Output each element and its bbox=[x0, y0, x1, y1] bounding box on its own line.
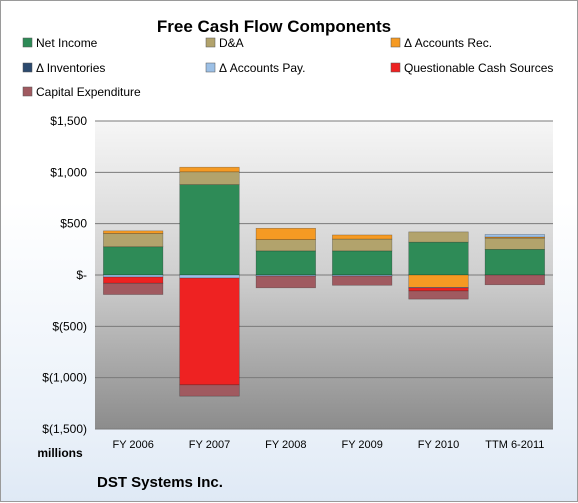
bar-capital-expenditure bbox=[408, 290, 469, 300]
legend-label: Δ Accounts Pay. bbox=[219, 61, 306, 75]
bar-d-a bbox=[255, 239, 316, 252]
y-tick-label: $(1,500) bbox=[42, 422, 87, 436]
legend-swatch bbox=[205, 62, 216, 73]
x-tick-label: FY 2008 bbox=[265, 439, 306, 451]
bar-d-a bbox=[408, 231, 469, 243]
bar-questionable-cash-sources bbox=[408, 287, 469, 292]
y-tick-label: $(500) bbox=[52, 319, 87, 333]
x-axis: FY 2006 FY 2007 FY 2008 FY 2009 FY 2010 TTM 6… bbox=[112, 439, 544, 451]
x-tick-label: FY 2010 bbox=[418, 439, 459, 451]
bar-capital-expenditure bbox=[103, 282, 164, 295]
company-name: DST Systems Inc. bbox=[97, 474, 223, 491]
legend-swatch bbox=[390, 37, 401, 48]
bar-d-a bbox=[179, 171, 240, 185]
bar-capital-expenditure bbox=[484, 274, 545, 286]
y-tick-label: $- bbox=[76, 268, 87, 282]
bar-net-income bbox=[103, 246, 164, 276]
legend-swatch bbox=[22, 37, 33, 48]
y-tick-label: $1,500 bbox=[50, 114, 87, 128]
bar-accounts-rec bbox=[332, 234, 393, 240]
x-tick-label: FY 2009 bbox=[341, 439, 382, 451]
bar-net-income bbox=[179, 184, 240, 276]
unit-label: millions bbox=[37, 446, 83, 460]
chart-title: Free Cash Flow Components bbox=[157, 17, 391, 36]
bar-d-a bbox=[332, 238, 393, 252]
bar-d-a bbox=[484, 237, 545, 250]
y-tick-label: $1,000 bbox=[50, 165, 87, 179]
bar-capital-expenditure bbox=[332, 275, 393, 286]
bar-capital-expenditure bbox=[179, 384, 240, 397]
legend: Net Income D&A Δ Accounts Rec. Δ Inventorie… bbox=[22, 36, 553, 99]
legend-label: Net Income bbox=[36, 36, 98, 50]
bar-accounts-pay bbox=[103, 274, 164, 278]
legend-swatch bbox=[390, 62, 401, 73]
bars bbox=[103, 166, 545, 397]
legend-label: Δ Inventories bbox=[36, 61, 105, 75]
y-axis: $1,500 $1,000 $500 $- $(500) $(1,000) $(1,500) bbox=[42, 114, 87, 436]
bar-accounts-rec bbox=[103, 230, 164, 234]
legend-swatch bbox=[22, 86, 33, 97]
bar-net-income bbox=[484, 249, 545, 276]
bar-net-income bbox=[408, 241, 469, 276]
y-tick-label: $(1,000) bbox=[42, 371, 87, 385]
bar-accounts-rec bbox=[408, 274, 469, 288]
bar-net-income bbox=[332, 250, 393, 276]
legend-label: Questionable Cash Sources bbox=[404, 61, 553, 75]
x-tick-label: FY 2006 bbox=[112, 439, 153, 451]
bar-capital-expenditure bbox=[255, 275, 316, 289]
bar-d-a bbox=[103, 233, 164, 248]
bar-questionable-cash-sources bbox=[179, 277, 240, 386]
bar-accounts-rec bbox=[179, 166, 240, 173]
bar-accounts-rec bbox=[255, 227, 316, 240]
legend-swatch bbox=[22, 62, 33, 73]
gridlines bbox=[95, 120, 553, 430]
x-tick-label: TTM 6-2011 bbox=[485, 439, 544, 451]
bar-net-income bbox=[255, 250, 316, 276]
bar-accounts-pay bbox=[484, 234, 545, 238]
bar-accounts-pay bbox=[179, 274, 240, 279]
y-tick-label: $500 bbox=[60, 217, 87, 231]
legend-label: Δ Accounts Rec. bbox=[404, 36, 492, 50]
legend-label: D&A bbox=[219, 36, 244, 50]
bar-questionable-cash-sources bbox=[103, 276, 164, 284]
legend-swatch bbox=[205, 37, 216, 48]
x-tick-label: FY 2007 bbox=[189, 439, 230, 451]
legend-label: Capital Expenditure bbox=[36, 85, 141, 99]
